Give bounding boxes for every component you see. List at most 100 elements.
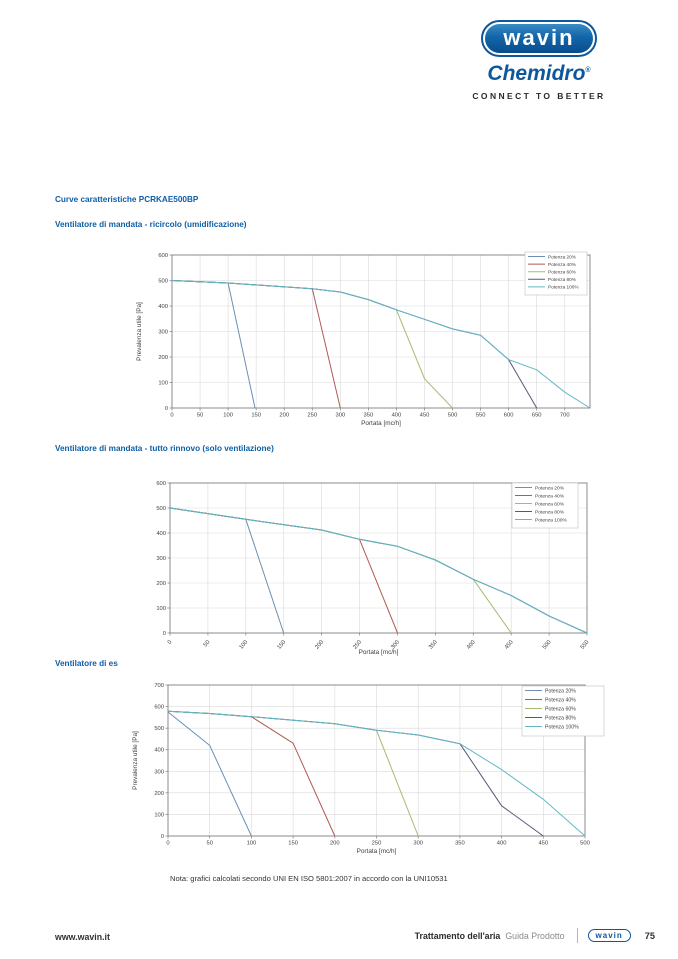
svg-text:500: 500 [158, 279, 168, 285]
svg-text:50: 50 [206, 841, 212, 847]
svg-text:Potenza 20%: Potenza 20% [548, 254, 576, 259]
svg-text:300: 300 [390, 639, 401, 650]
svg-text:Portata [mc/h]: Portata [mc/h] [357, 848, 397, 855]
svg-text:350: 350 [364, 413, 374, 419]
svg-text:600: 600 [154, 705, 164, 711]
svg-text:350: 350 [455, 841, 465, 847]
svg-text:Potenza 100%: Potenza 100% [548, 285, 579, 290]
chart3-title: Ventilatore di es [55, 659, 118, 668]
svg-text:300: 300 [413, 841, 423, 847]
svg-text:Prevalenza utile [Pa]: Prevalenza utile [Pa] [132, 731, 139, 790]
svg-text:Portata [mc/h]: Portata [mc/h] [361, 420, 401, 427]
footer-divider [576, 928, 578, 943]
svg-text:500: 500 [580, 841, 590, 847]
svg-text:200: 200 [156, 581, 166, 587]
svg-text:250: 250 [372, 841, 382, 847]
svg-text:50: 50 [197, 413, 203, 419]
svg-text:400: 400 [497, 841, 507, 847]
svg-text:650: 650 [532, 413, 542, 419]
chemidro-logo: Chemidro® [468, 62, 610, 86]
svg-text:200: 200 [158, 355, 168, 361]
svg-text:Potenza 80%: Potenza 80% [535, 509, 565, 515]
page-number: 75 [644, 930, 655, 941]
page-title: Curve caratteristiche PCRKAE500BP [55, 195, 199, 204]
svg-text:400: 400 [392, 413, 402, 419]
svg-text:0: 0 [166, 841, 169, 847]
svg-text:300: 300 [158, 330, 168, 336]
svg-text:400: 400 [156, 531, 166, 537]
svg-text:250: 250 [307, 413, 317, 419]
svg-text:0: 0 [165, 406, 168, 412]
svg-text:0: 0 [167, 639, 174, 645]
svg-text:400: 400 [158, 304, 168, 310]
chart-mandata-tutto-rinnovo: 0 100 200 300 400 500 600 0 50 100 150 200 250 300 350… [130, 470, 635, 670]
brand-block: wavin Chemidro® CONNECT TO BETTER [468, 20, 610, 101]
svg-text:150: 150 [288, 841, 298, 847]
svg-text:Potenza 40%: Potenza 40% [535, 493, 565, 499]
svg-text:0: 0 [163, 631, 166, 637]
svg-text:Potenza 20%: Potenza 20% [545, 688, 576, 694]
svg-text:Potenza 60%: Potenza 60% [548, 270, 576, 275]
svg-text:450: 450 [504, 639, 515, 650]
footer-meta: Trattamento dell'aria Guida Prodotto wav… [415, 928, 655, 943]
chart1-title: Ventilatore di mandata - ricircolo (umid… [55, 220, 247, 229]
svg-text:400: 400 [466, 639, 477, 650]
svg-text:0: 0 [161, 834, 164, 840]
svg-text:450: 450 [538, 841, 548, 847]
svg-text:250: 250 [352, 639, 363, 650]
svg-text:200: 200 [314, 639, 325, 650]
svg-text:200: 200 [154, 791, 164, 797]
svg-text:Potenza 80%: Potenza 80% [548, 277, 576, 282]
svg-text:100: 100 [247, 841, 257, 847]
svg-text:Portata [mc/h]: Portata [mc/h] [359, 649, 399, 656]
svg-text:300: 300 [154, 769, 164, 775]
chart-mandata-ricircolo: 0 100 200 300 400 500 600 0 50 100 150 200 250 300 350… [130, 243, 635, 439]
brand-tagline: CONNECT TO BETTER [472, 91, 606, 101]
svg-text:500: 500 [156, 506, 166, 512]
svg-text:500: 500 [154, 726, 164, 732]
svg-text:600: 600 [504, 413, 514, 419]
svg-text:450: 450 [420, 413, 430, 419]
svg-text:Potenza 20%: Potenza 20% [535, 485, 565, 491]
svg-text:Potenza 60%: Potenza 60% [535, 501, 565, 507]
footer-doc: Guida Prodotto [505, 930, 565, 941]
svg-text:100: 100 [158, 381, 168, 387]
svg-text:100: 100 [154, 812, 164, 818]
svg-text:300: 300 [335, 413, 345, 419]
svg-text:400: 400 [154, 748, 164, 754]
chemidro-logo-text: Chemidro [487, 62, 586, 85]
svg-text:Potenza 100%: Potenza 100% [545, 724, 579, 730]
svg-text:700: 700 [154, 683, 164, 689]
svg-text:150: 150 [251, 413, 261, 419]
svg-text:Prevalenza utile [Pa]: Prevalenza utile [Pa] [136, 302, 143, 361]
footer-section: Trattamento dell'aria [414, 930, 501, 941]
svg-text:Potenza 40%: Potenza 40% [548, 262, 576, 267]
svg-text:200: 200 [330, 841, 340, 847]
chart-espulsione: 0 100 200 300 400 500 600 700 0 50 100 150 200 250 300… [130, 672, 635, 867]
svg-text:600: 600 [156, 481, 166, 487]
svg-text:550: 550 [580, 639, 591, 650]
footer-website: www.wavin.it [55, 932, 110, 942]
svg-text:350: 350 [428, 639, 439, 650]
svg-text:0: 0 [170, 413, 173, 419]
svg-text:100: 100 [223, 413, 233, 419]
svg-text:100: 100 [156, 606, 166, 612]
wavin-logo: wavin [481, 20, 597, 57]
svg-text:500: 500 [542, 639, 553, 650]
svg-text:Potenza 60%: Potenza 60% [545, 706, 576, 712]
svg-text:Potenza 100%: Potenza 100% [535, 517, 567, 523]
svg-text:700: 700 [560, 413, 570, 419]
note-text: Nota: grafici calcolati secondo UNI EN I… [170, 874, 448, 883]
svg-text:150: 150 [276, 639, 287, 650]
wavin-logo-text: wavin [485, 24, 593, 53]
svg-text:500: 500 [448, 413, 458, 419]
registered-mark: ® [585, 67, 591, 74]
svg-text:100: 100 [239, 639, 250, 650]
svg-text:200: 200 [279, 413, 289, 419]
chart2-title: Ventilatore di mandata - tutto rinnovo (… [55, 444, 274, 453]
svg-text:50: 50 [203, 639, 212, 648]
svg-text:600: 600 [158, 253, 168, 259]
footer-wavin-logo: wavin [587, 929, 631, 942]
svg-text:Potenza 80%: Potenza 80% [545, 715, 576, 721]
